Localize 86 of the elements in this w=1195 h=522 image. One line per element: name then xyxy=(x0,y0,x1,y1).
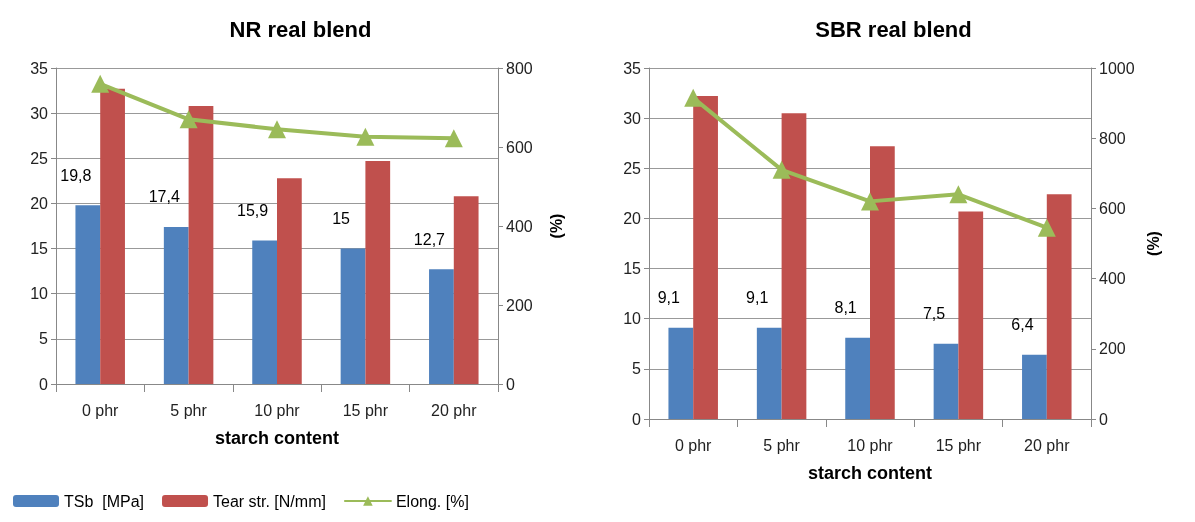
data-label: 15,9 xyxy=(237,201,269,219)
bar xyxy=(188,105,214,384)
y2-axis-title: (%) xyxy=(547,213,565,239)
point xyxy=(179,110,198,129)
y-tick-label: 15 xyxy=(30,240,49,258)
x-tick-label: 0 phr xyxy=(674,436,713,454)
y-tick-label: 25 xyxy=(623,159,642,177)
bar xyxy=(1022,354,1047,419)
point xyxy=(356,127,375,146)
data-label: 17,4 xyxy=(148,188,180,206)
y-tick-label: 5 xyxy=(632,360,642,378)
bar xyxy=(781,113,807,419)
y2-tick-label: 0 xyxy=(506,375,515,393)
data-label: 9,1 xyxy=(746,289,769,307)
x-tick-label: 5 phr xyxy=(170,401,208,419)
y2-tick-label: 600 xyxy=(506,138,533,156)
y-tick-label: 15 xyxy=(623,260,642,278)
y-tick-label: 10 xyxy=(623,310,642,328)
bar xyxy=(75,205,101,384)
point xyxy=(861,192,879,211)
bar xyxy=(163,226,189,384)
y2-tick-label: 1000 xyxy=(1099,59,1135,77)
y2-tick-label: 200 xyxy=(506,296,533,314)
bar xyxy=(252,240,277,384)
y-tick-label: 5 xyxy=(39,330,49,348)
point xyxy=(684,88,703,107)
x-tick-label: 20 phr xyxy=(431,401,478,419)
y-tick-label: 20 xyxy=(623,209,642,227)
x-tick-label: 0 phr xyxy=(81,401,120,419)
legend-label: TSb [MPa] xyxy=(64,492,145,510)
bar xyxy=(100,88,125,384)
bar xyxy=(933,343,959,419)
x-tick-label: 15 phr xyxy=(935,436,982,454)
y-tick-label: 10 xyxy=(30,285,49,303)
x-axis-title: starch content xyxy=(807,463,933,483)
y2-tick-label: 400 xyxy=(1099,270,1126,288)
y-tick-label: 30 xyxy=(30,104,49,122)
bar xyxy=(756,327,782,419)
y2-tick-label: 600 xyxy=(1099,199,1126,217)
point xyxy=(949,185,968,204)
y-tick-label: 30 xyxy=(623,109,642,127)
y-tick-label: 0 xyxy=(39,375,49,393)
y-tick-label: 20 xyxy=(30,194,49,212)
data-label: 19,8 xyxy=(60,166,92,184)
x-tick-label: 15 phr xyxy=(342,401,389,419)
x-tick-label: 20 phr xyxy=(1024,436,1071,454)
data-label: 15 xyxy=(332,210,351,228)
point xyxy=(91,74,110,93)
y2-tick-label: 200 xyxy=(1099,340,1126,358)
y2-tick-label: 800 xyxy=(1099,129,1126,147)
x-tick-label: 10 phr xyxy=(847,436,894,454)
bar xyxy=(365,160,391,384)
bar xyxy=(870,146,895,419)
y2-tick-label: 0 xyxy=(1099,410,1108,428)
bar xyxy=(277,178,302,384)
data-label: 7,5 xyxy=(922,305,946,323)
bar xyxy=(845,337,870,419)
bar xyxy=(1046,194,1072,419)
x-tick-label: 10 phr xyxy=(254,401,301,419)
x-axis-title: starch content xyxy=(214,428,340,448)
data-label: 12,7 xyxy=(413,230,446,248)
data-label: 9,1 xyxy=(657,289,681,307)
data-label: 8,1 xyxy=(834,299,857,317)
bar xyxy=(453,196,479,384)
legend-label: Elong. [%] xyxy=(395,492,469,510)
chart-title: SBR real blend xyxy=(815,16,972,42)
point xyxy=(772,160,791,179)
data-label: 6,4 xyxy=(1011,316,1034,334)
bar xyxy=(958,211,984,419)
y2-tick-label: 800 xyxy=(506,59,533,77)
point xyxy=(268,120,286,139)
point xyxy=(1037,218,1056,237)
bar xyxy=(429,269,454,384)
y-tick-label: 35 xyxy=(623,59,642,77)
y2-tick-label: 400 xyxy=(506,217,533,235)
y2-axis-title: (%) xyxy=(1144,231,1162,256)
legend-label: Tear str. [N/mm] xyxy=(213,492,326,510)
chart-title: NR real blend xyxy=(229,16,372,42)
x-tick-label: 5 phr xyxy=(763,436,801,454)
y-tick-label: 0 xyxy=(632,410,642,428)
y-tick-label: 35 xyxy=(30,59,49,77)
point xyxy=(444,129,463,148)
bar xyxy=(668,327,694,419)
bar xyxy=(340,248,366,384)
bar xyxy=(693,96,718,419)
y-tick-label: 25 xyxy=(30,149,49,167)
